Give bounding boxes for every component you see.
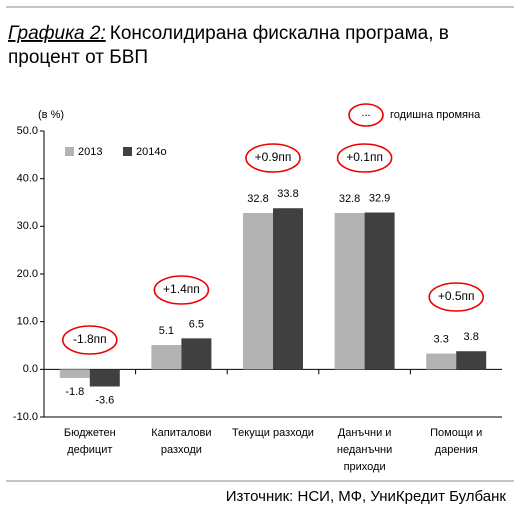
y-tick-label: 0.0 (23, 363, 38, 375)
y-tick-label: 50.0 (17, 125, 38, 137)
value-label: 3.3 (434, 334, 449, 346)
value-label: 32.8 (339, 193, 360, 205)
value-label: 32.9 (369, 192, 390, 204)
annotation-ellipse (428, 282, 485, 312)
bar (243, 212, 273, 370)
x-tick-label: Данъчни и (338, 427, 392, 439)
annotation-legend-text: годишна промяна (390, 109, 481, 121)
x-tick-label: Капиталови (151, 427, 211, 439)
y-tick-label: 40.0 (17, 173, 38, 185)
annotation-ellipse (153, 275, 210, 305)
chart-title: Графика 2: Консолидирана фискална програм… (8, 23, 449, 44)
bar (273, 208, 303, 370)
legend-label: 2014о (136, 146, 167, 158)
annotation: +0.9пп (255, 150, 292, 164)
title-line: Консолидирана фискална програма, в (110, 23, 449, 44)
annotation-ellipse (62, 325, 118, 355)
annotation: +1.4пп (163, 282, 200, 296)
x-tick-label: приходи (344, 461, 386, 473)
annotation-legend-symbol: ... (361, 107, 370, 119)
legend-label: 2013 (78, 146, 102, 158)
bar (334, 212, 365, 370)
title-prefix: Графика 2: (8, 23, 106, 44)
legend-swatch (65, 147, 74, 156)
bar (59, 369, 90, 378)
y-axis-label: (в %) (38, 109, 64, 121)
value-label: -1.8 (65, 386, 84, 398)
x-tick-label: дарения (435, 444, 478, 456)
value-label: 33.8 (277, 188, 298, 200)
title-line: процент от БВП (8, 47, 148, 68)
source: Източник: НСИ, МФ, УниКредит Булбанк (226, 488, 507, 505)
bar (151, 345, 182, 370)
annotation: +0.1пп (346, 150, 383, 164)
legend-swatch (123, 147, 132, 156)
value-label: 32.8 (247, 193, 268, 205)
value-label: 6.5 (189, 318, 204, 330)
annotation-ellipse (245, 143, 301, 173)
bar (456, 351, 487, 370)
y-tick-label: 10.0 (17, 316, 38, 328)
bar (181, 338, 212, 370)
y-tick-label: -10.0 (13, 411, 38, 423)
value-label: -3.6 (95, 394, 114, 406)
x-tick-label: неданъчни (337, 444, 392, 456)
annotation-legend-ellipse (348, 103, 384, 127)
annotation-ellipse (336, 143, 393, 173)
y-tick-label: 30.0 (17, 220, 38, 232)
x-tick-label: Помощи и (430, 427, 482, 439)
bar (89, 369, 120, 387)
annotation: -1.8пп (73, 332, 107, 346)
x-tick-label: Бюджетен (64, 427, 116, 439)
x-tick-label: Текущи разходи (232, 427, 314, 439)
value-label: 5.1 (159, 325, 174, 337)
bar (364, 212, 395, 370)
value-label: 3.8 (464, 331, 479, 343)
annotation: +0.5пп (438, 289, 475, 303)
x-tick-label: дефицит (67, 444, 112, 456)
bar (426, 353, 457, 370)
y-tick-label: 20.0 (17, 268, 38, 280)
x-tick-label: разходи (161, 444, 202, 456)
